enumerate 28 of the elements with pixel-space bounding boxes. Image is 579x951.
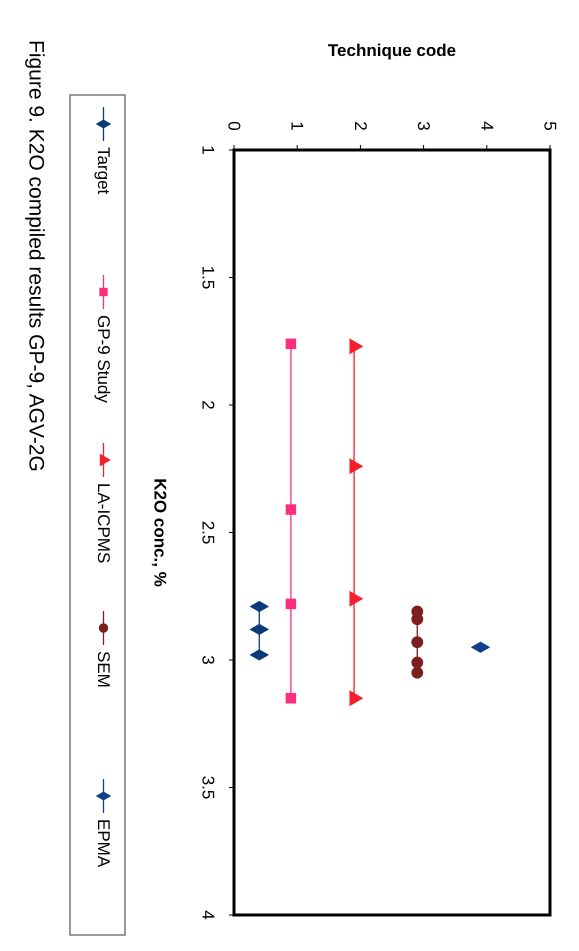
- legend-label: LA-ICPMS: [94, 483, 113, 564]
- legend-label: GP-9 Study: [94, 315, 113, 404]
- y-tick-label: 3.5: [198, 776, 218, 800]
- point: [411, 656, 424, 668]
- legend-label: Target: [94, 147, 113, 195]
- x-tick-label: 4: [477, 121, 496, 131]
- point: [411, 666, 424, 679]
- y-tick-label: 2.5: [198, 520, 218, 544]
- point: [286, 598, 296, 610]
- y-axis-title: K2O conc., %: [150, 478, 170, 587]
- point: [286, 693, 296, 704]
- x-axis-title: Technique code: [328, 41, 456, 60]
- y-tick-label: 2: [198, 400, 218, 410]
- legend-label: EPMA: [94, 819, 113, 868]
- caption: Figure 9. K2O compiled results GP-9, AGV-2G: [24, 40, 48, 472]
- x-tick-label: 3: [414, 121, 434, 131]
- point: [286, 504, 296, 515]
- x-tick-label: 2: [350, 121, 370, 131]
- point: [286, 338, 296, 350]
- legend-label: SEM: [94, 651, 113, 688]
- y-tick-label: 1.5: [198, 266, 218, 290]
- y-tick-label: 1: [198, 145, 218, 155]
- x-tick-label: 0: [224, 121, 244, 131]
- point: [411, 636, 424, 648]
- x-tick-label: 5: [540, 121, 560, 131]
- y-tick-label: 4: [198, 910, 218, 920]
- x-tick-label: 1: [288, 121, 307, 131]
- y-tick-label: 3: [198, 655, 218, 665]
